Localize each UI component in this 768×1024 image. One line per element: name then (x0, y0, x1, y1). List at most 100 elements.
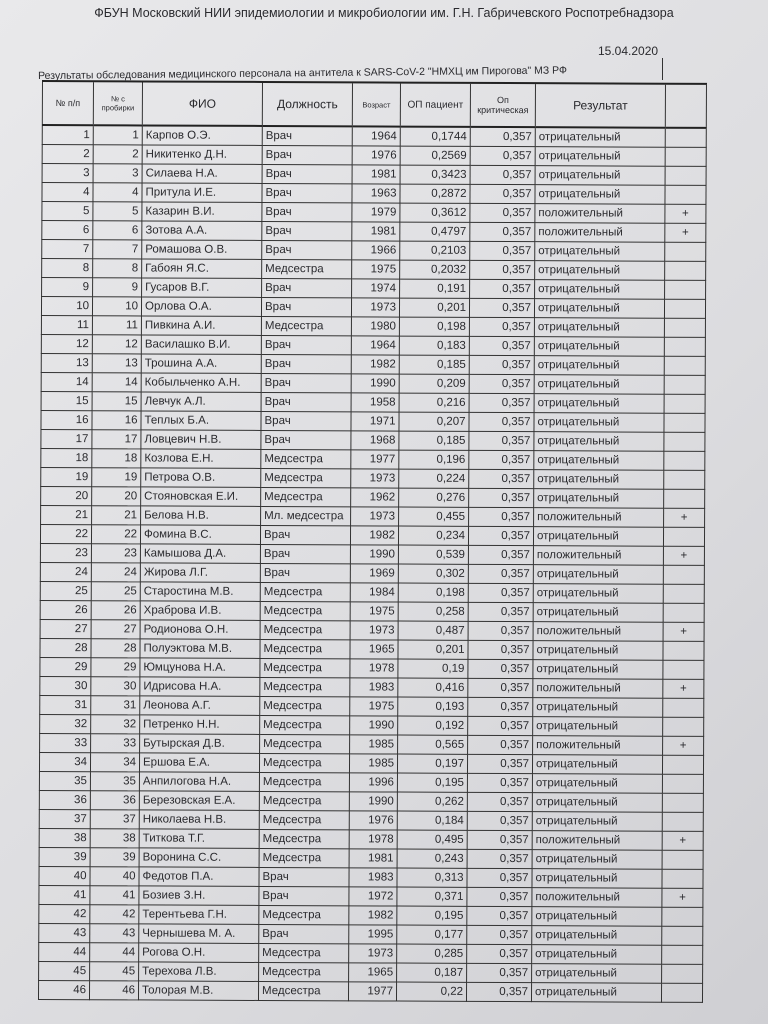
cell-tube-number: 23 (91, 543, 141, 563)
cell-row-number: 10 (41, 296, 93, 316)
cell-name: Гусаров В.Г. (141, 277, 262, 298)
cell-od-patient: 0,224 (398, 469, 469, 489)
cell-od-critical: 0,357 (469, 317, 535, 337)
cell-tube-number: 13 (92, 353, 142, 373)
cell-birth-year: 1990 (351, 373, 400, 394)
cell-birth-year: 1996 (349, 772, 398, 793)
cell-mark (664, 375, 706, 395)
cell-od-patient: 0,185 (399, 355, 470, 375)
cell-birth-year: 1973 (350, 506, 399, 527)
cell-tube-number: 8 (92, 258, 142, 278)
header-od-patient: ОП пациент (400, 82, 471, 127)
cell-od-critical: 0,357 (468, 431, 534, 451)
cell-position: Врач (262, 164, 353, 184)
cell-position: Врач (258, 924, 349, 944)
cell-name: Орлова О.А. (141, 296, 262, 317)
cell-birth-year: 1958 (351, 392, 400, 413)
cell-od-critical: 0,357 (467, 678, 533, 698)
cell-result: отрицательный (532, 849, 663, 870)
document-date: 15.04.2020 (598, 44, 659, 58)
cell-position: Медсестра (258, 981, 349, 1001)
cell-tube-number: 37 (90, 809, 140, 829)
cell-name: Кобыльченко А.Н. (141, 372, 262, 393)
cell-name: Старостина М.В. (140, 581, 261, 602)
cell-mark (664, 242, 706, 262)
cell-position: Врач (261, 335, 352, 355)
cell-position: Медсестра (261, 259, 352, 279)
cell-birth-year: 1982 (348, 905, 397, 926)
cell-tube-number: 24 (91, 562, 141, 582)
cell-position: Врач (261, 297, 352, 317)
cell-mark (664, 318, 706, 338)
cell-result: положительный (534, 203, 665, 224)
cell-od-critical: 0,357 (468, 602, 534, 622)
cell-result: положительный (531, 887, 662, 908)
cell-result: отрицательный (534, 279, 665, 300)
cell-row-number: 8 (41, 258, 93, 278)
cell-od-patient: 0,191 (399, 279, 470, 299)
cell-result: отрицательный (532, 640, 664, 661)
cell-result: отрицательный (533, 431, 664, 452)
cell-tube-number: 16 (91, 410, 142, 430)
cell-od-patient: 0,193 (397, 697, 468, 717)
cell-row-number: 33 (39, 733, 91, 753)
cell-od-critical: 0,357 (466, 906, 532, 926)
cell-name: Ершова Е.А. (139, 752, 260, 773)
cell-mark (664, 261, 706, 281)
cell-result: отрицательный (533, 526, 664, 547)
cell-od-patient: 0,177 (396, 925, 467, 945)
cell-name: Идрисова Н.А. (139, 676, 260, 697)
cell-tube-number: 3 (93, 163, 143, 183)
cell-mark (662, 812, 704, 832)
cell-position: Врач (260, 411, 352, 431)
cell-name: Березовская Е.А. (139, 790, 260, 811)
cell-name: Жирова Л.Г. (140, 562, 261, 583)
cell-birth-year: 1973 (348, 943, 397, 964)
cell-mark (662, 698, 704, 718)
cell-birth-year: 1976 (352, 145, 401, 166)
cell-mark (661, 983, 703, 1003)
cell-mark (663, 527, 705, 547)
cell-name: Бутырская Д.В. (139, 733, 260, 754)
cell-od-critical: 0,357 (469, 184, 536, 204)
cell-result: отрицательный (532, 792, 663, 813)
cell-birth-year: 1978 (349, 829, 398, 850)
cell-result: отрицательный (531, 982, 662, 1003)
cell-od-patient: 0,209 (399, 374, 470, 394)
cell-od-patient: 0,201 (397, 640, 469, 660)
cell-row-number: 27 (40, 619, 92, 639)
cell-name: Белова Н.В. (140, 505, 261, 526)
cell-mark: + (663, 546, 705, 566)
cell-birth-year: 1965 (349, 639, 399, 660)
cell-result: отрицательный (533, 412, 665, 433)
cell-mark (662, 793, 704, 813)
cell-tube-number: 36 (90, 790, 140, 810)
cell-od-patient: 0,455 (398, 507, 469, 527)
cell-birth-year: 1981 (352, 164, 401, 185)
cell-position: Врач (258, 886, 349, 906)
cell-tube-number: 31 (90, 695, 140, 715)
header-tube-number: № с пробирки (93, 81, 143, 126)
cell-od-patient: 0,243 (397, 849, 468, 869)
cell-mark (661, 964, 703, 984)
cell-name: Ловцевич Н.В. (140, 429, 261, 450)
cell-row-number: 25 (40, 581, 92, 601)
cell-od-patient: 0,285 (396, 944, 467, 964)
header-position: Должность (262, 81, 353, 127)
cell-od-patient: 0,495 (397, 830, 468, 850)
cell-result: отрицательный (531, 906, 662, 927)
cell-result: отрицательный (532, 773, 663, 794)
cell-od-critical: 0,357 (467, 773, 533, 793)
cell-od-critical: 0,357 (469, 374, 535, 394)
cell-od-patient: 0,195 (396, 906, 467, 926)
organization-title: ФБУН Московский НИИ эпидемиологии и микр… (94, 6, 674, 20)
cell-position: Медсестра (259, 639, 351, 659)
cell-name: Козлова Е.Н. (140, 448, 261, 469)
cell-position: Медсестра (258, 962, 349, 982)
cell-tube-number: 45 (89, 961, 139, 981)
results-table: № п/п № с пробирки ФИО Должность Возраст… (38, 80, 707, 1003)
cell-tube-number: 43 (89, 923, 139, 943)
cell-result: отрицательный (534, 317, 665, 338)
cell-od-critical: 0,357 (468, 564, 534, 584)
cell-od-critical: 0,357 (466, 963, 532, 983)
